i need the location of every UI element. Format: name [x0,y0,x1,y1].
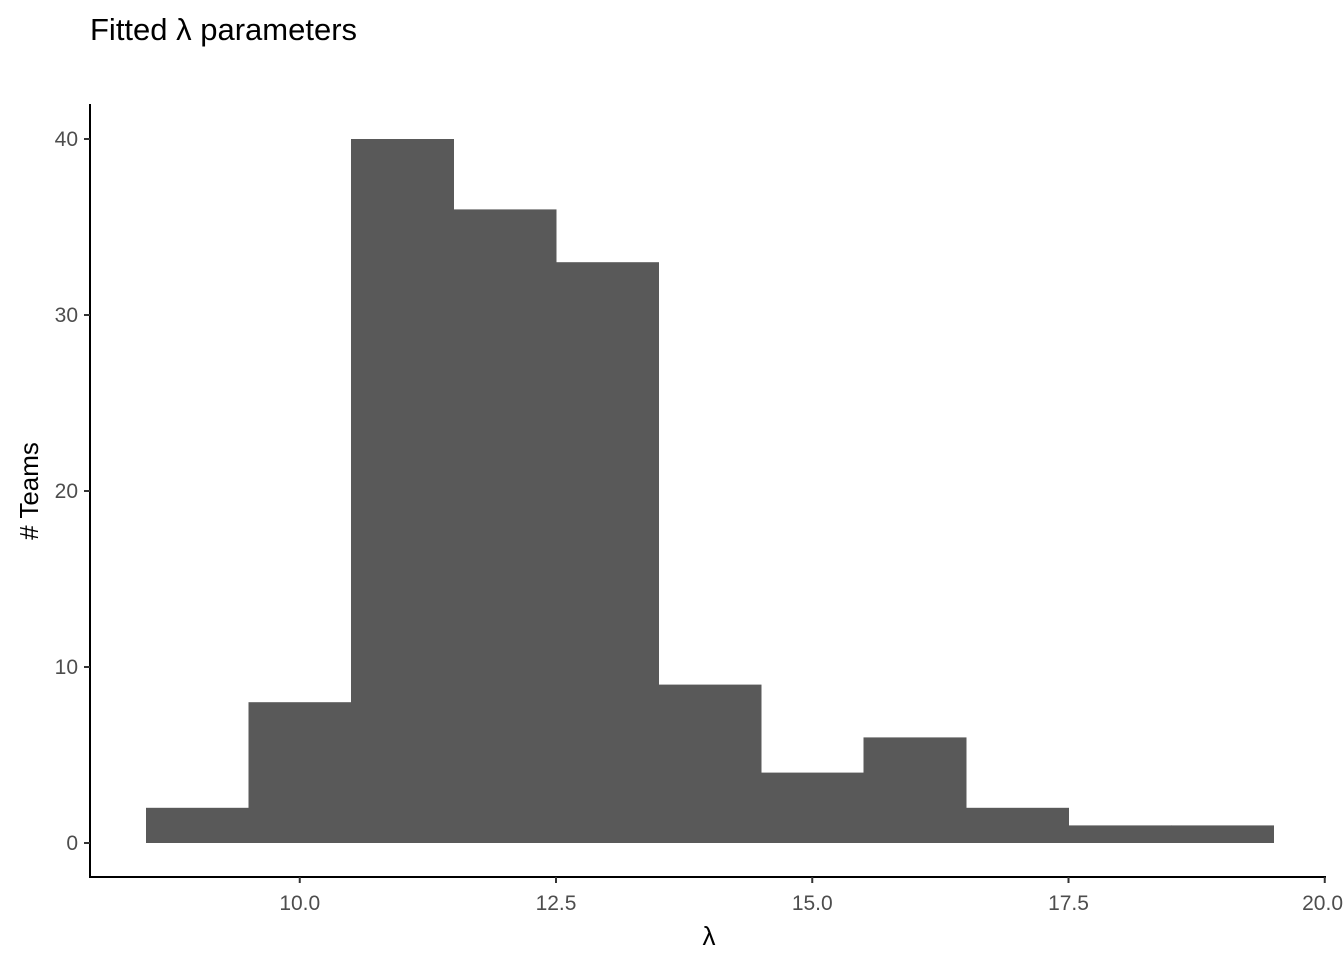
y-axis-title: # Teams [14,442,44,540]
histogram-bar [556,262,659,843]
x-tick-label: 12.5 [536,892,577,915]
y-tick-label: 10 [55,656,78,679]
histogram-bar [146,807,249,843]
y-tick-label: 0 [66,832,78,855]
y-tick-label: 20 [55,480,78,503]
histogram-bar [351,139,454,843]
histogram-bar [1068,825,1172,843]
histogram-bar [863,737,967,843]
x-tick-label: 17.5 [1048,892,1089,915]
x-tick-label: 10.0 [279,892,320,915]
histogram-bar [761,772,864,843]
chart-title: Fitted λ parameters [90,12,357,47]
y-tick-label: 40 [55,128,78,151]
histogram-bar [1171,825,1274,843]
x-tick-label: 15.0 [792,892,833,915]
bars-group [146,139,1274,843]
histogram-bar [453,209,557,843]
x-tick-label: 20.0 [1302,892,1343,915]
histogram-bar [966,807,1069,843]
histogram-bar [248,702,352,843]
x-axis-ticks: 10.0 12.5 15.0 17.5 20.0 [279,877,1343,915]
histogram-bar [658,684,762,843]
y-tick-label: 30 [55,304,78,327]
x-axis-title: λ [703,921,716,951]
y-axis-ticks: 0 10 20 30 40 [55,128,90,855]
